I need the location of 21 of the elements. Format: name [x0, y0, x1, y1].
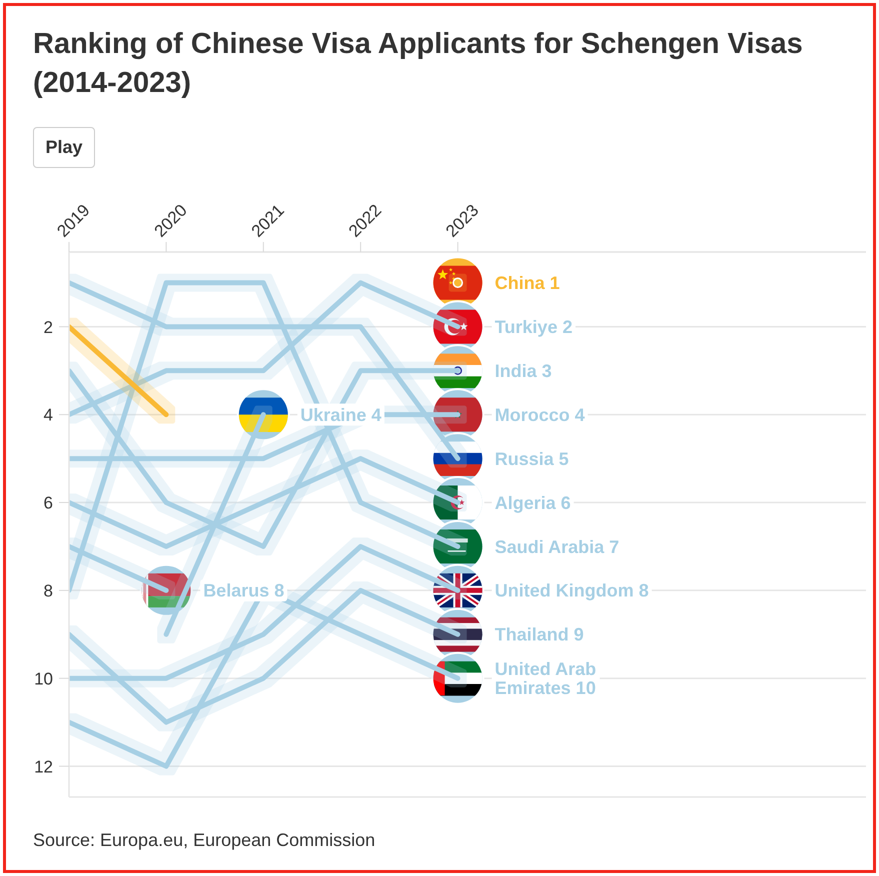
text: Thailand 9 [494, 624, 584, 645]
text: United Kingdom 8 [494, 580, 649, 601]
y-tick-label: 8 [44, 581, 53, 600]
text: India 3 [494, 360, 552, 381]
y-tick-label: 2 [44, 318, 53, 337]
y-tick-label: 6 [44, 494, 53, 513]
y-tick-label: 12 [34, 757, 53, 776]
play-button[interactable]: Play [33, 127, 95, 168]
text: Belarus 8 [203, 580, 284, 601]
chart-title: Ranking of Chinese Visa Applicants for Schengen Visas (2014-2023) [33, 27, 804, 101]
y-tick-label: 10 [34, 669, 53, 688]
y-tick-label: 4 [44, 406, 53, 425]
text: Algeria 6 [494, 492, 571, 513]
text: Turkiye 2 [494, 317, 572, 338]
text: Ukraine 4 [300, 404, 382, 425]
text: China 1 [494, 273, 560, 294]
text: Morocco 4 [494, 404, 585, 425]
source-note: Source: Europa.eu, European Commission [33, 830, 376, 851]
text: United Arab Emirates 10 [494, 659, 596, 698]
text: Saudi Arabia 7 [494, 536, 620, 557]
text: Russia 5 [494, 448, 569, 469]
